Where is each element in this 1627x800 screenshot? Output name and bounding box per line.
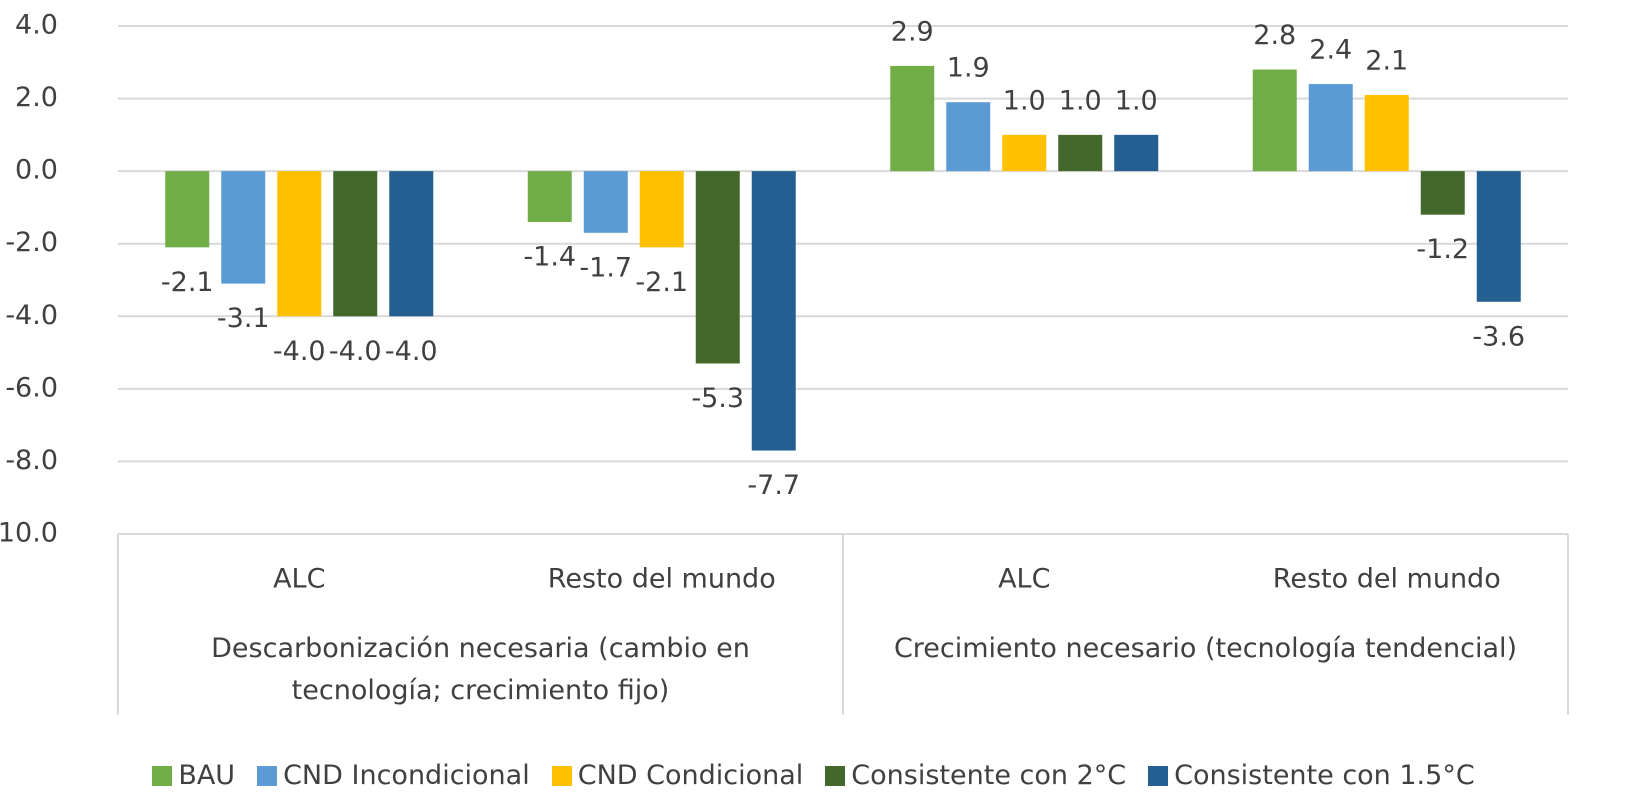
- legend-swatch: [551, 765, 572, 786]
- value-label: -3.6: [1472, 321, 1525, 352]
- bar: [333, 171, 378, 317]
- value-label: -5.3: [691, 383, 744, 414]
- y-tick-label: 4.0: [15, 10, 58, 41]
- value-label: -4.0: [329, 336, 382, 367]
- legend-swatch: [257, 765, 278, 786]
- y-tick-label: -2.0: [5, 227, 58, 258]
- x-tick-label: ALC: [273, 564, 325, 595]
- value-label: -3.1: [217, 303, 270, 334]
- bar: [890, 65, 935, 172]
- bar: [527, 171, 572, 222]
- y-tick-label: -4.0: [5, 300, 58, 331]
- bar: [695, 171, 740, 364]
- value-label: 2.9: [891, 16, 934, 47]
- value-label: -1.4: [523, 241, 576, 272]
- bar: [221, 171, 266, 284]
- value-label: -2.1: [635, 267, 688, 298]
- legend-item: BAU: [152, 760, 235, 791]
- bar: [639, 171, 684, 248]
- bar: [1058, 134, 1103, 172]
- bar: [1476, 171, 1521, 302]
- legend-label: CND Incondicional: [283, 760, 530, 791]
- y-tick-label: 2.0: [15, 82, 58, 113]
- value-label: -1.2: [1416, 234, 1469, 265]
- legend-label: BAU: [178, 760, 236, 791]
- value-label: 1.0: [1059, 85, 1102, 116]
- bar: [389, 171, 434, 317]
- bar: [751, 171, 796, 451]
- value-label: -4.0: [385, 336, 438, 367]
- x-tick-label: Resto del mundo: [1273, 564, 1501, 595]
- legend-item: Consistente con 1.5°C: [1148, 760, 1475, 791]
- legend-item: CND Incondicional: [257, 760, 530, 791]
- bar: [1420, 171, 1465, 215]
- bar: [165, 171, 210, 248]
- bar: [277, 171, 322, 317]
- group-label: Descarbonización necesaria (cambio en te…: [211, 633, 750, 706]
- value-label: -4.0: [273, 336, 326, 367]
- value-label: -2.1: [161, 267, 214, 298]
- group-label: Crecimiento necesario (tecnología tenden…: [893, 633, 1518, 664]
- value-label: 1.0: [1115, 85, 1158, 116]
- bar: [1114, 134, 1159, 172]
- value-label: 2.8: [1253, 20, 1296, 51]
- bar: [946, 102, 991, 172]
- value-label: 1.9: [947, 53, 990, 84]
- value-label: 2.4: [1309, 35, 1352, 66]
- value-label: 2.1: [1365, 45, 1408, 76]
- legend-swatch: [825, 765, 846, 786]
- bar: [1002, 134, 1047, 172]
- value-label: -1.7: [579, 252, 632, 283]
- legend-item: Consistente con 2°C: [825, 760, 1126, 791]
- value-label: -7.7: [747, 470, 800, 501]
- x-tick-label: ALC: [998, 564, 1050, 595]
- value-label: 1.0: [1003, 85, 1046, 116]
- legend: BAU CND Incondicional CND Condicional Consi…: [0, 760, 1627, 791]
- bar: [583, 171, 628, 233]
- y-tick-label: 0.0: [15, 155, 58, 186]
- legend-item: CND Condicional: [551, 760, 804, 791]
- bar: [1252, 69, 1297, 172]
- bar: [1308, 84, 1353, 172]
- legend-label: Consistente con 1.5°C: [1174, 760, 1475, 791]
- y-tick-label: -8.0: [5, 445, 58, 476]
- legend-label: Consistente con 2°C: [851, 760, 1127, 791]
- legend-swatch: [1148, 765, 1169, 786]
- y-tick-label: -6.0: [5, 372, 58, 403]
- legend-label: CND Condicional: [577, 760, 804, 791]
- bar: [1364, 94, 1409, 172]
- x-tick-label: Resto del mundo: [548, 564, 776, 595]
- y-tick-label: -10.0: [0, 518, 58, 549]
- legend-swatch: [152, 765, 173, 786]
